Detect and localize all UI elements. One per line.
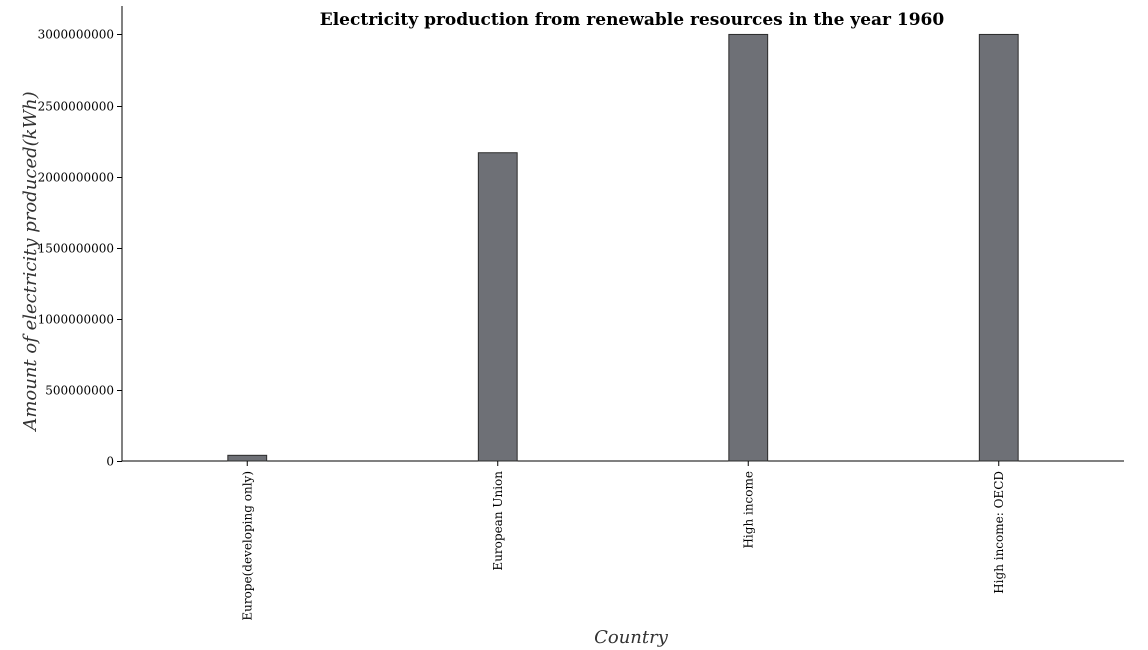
- plot-area: 0 500000000 1000000000 1500000000 2000000000…: [38, 6, 1124, 621]
- y-tick-label: 2500000000: [38, 100, 114, 114]
- y-tick-label: 3000000000: [38, 28, 114, 42]
- x-tick-label: European Union: [491, 471, 505, 571]
- y-tick-label: 1000000000: [38, 313, 114, 327]
- bar: [728, 33, 769, 462]
- bar: [978, 33, 1019, 462]
- x-tick-label: High income: OECD: [992, 471, 1006, 594]
- y-axis-label: Amount of electricity produced(kWh): [20, 91, 41, 432]
- y-tick-label: 0: [106, 455, 114, 469]
- x-axis-label: Country: [594, 627, 669, 648]
- x-tick-label: High income: [741, 471, 755, 549]
- y-tick-label: 500000000: [45, 384, 114, 398]
- bar: [477, 152, 518, 462]
- y-tick-label: 2000000000: [38, 171, 114, 185]
- chart-title: Electricity production from renewable re…: [320, 10, 945, 30]
- y-tick-label: 1500000000: [38, 242, 114, 256]
- bar: [227, 454, 268, 462]
- x-tick-label: Europe(developing only): [240, 471, 254, 621]
